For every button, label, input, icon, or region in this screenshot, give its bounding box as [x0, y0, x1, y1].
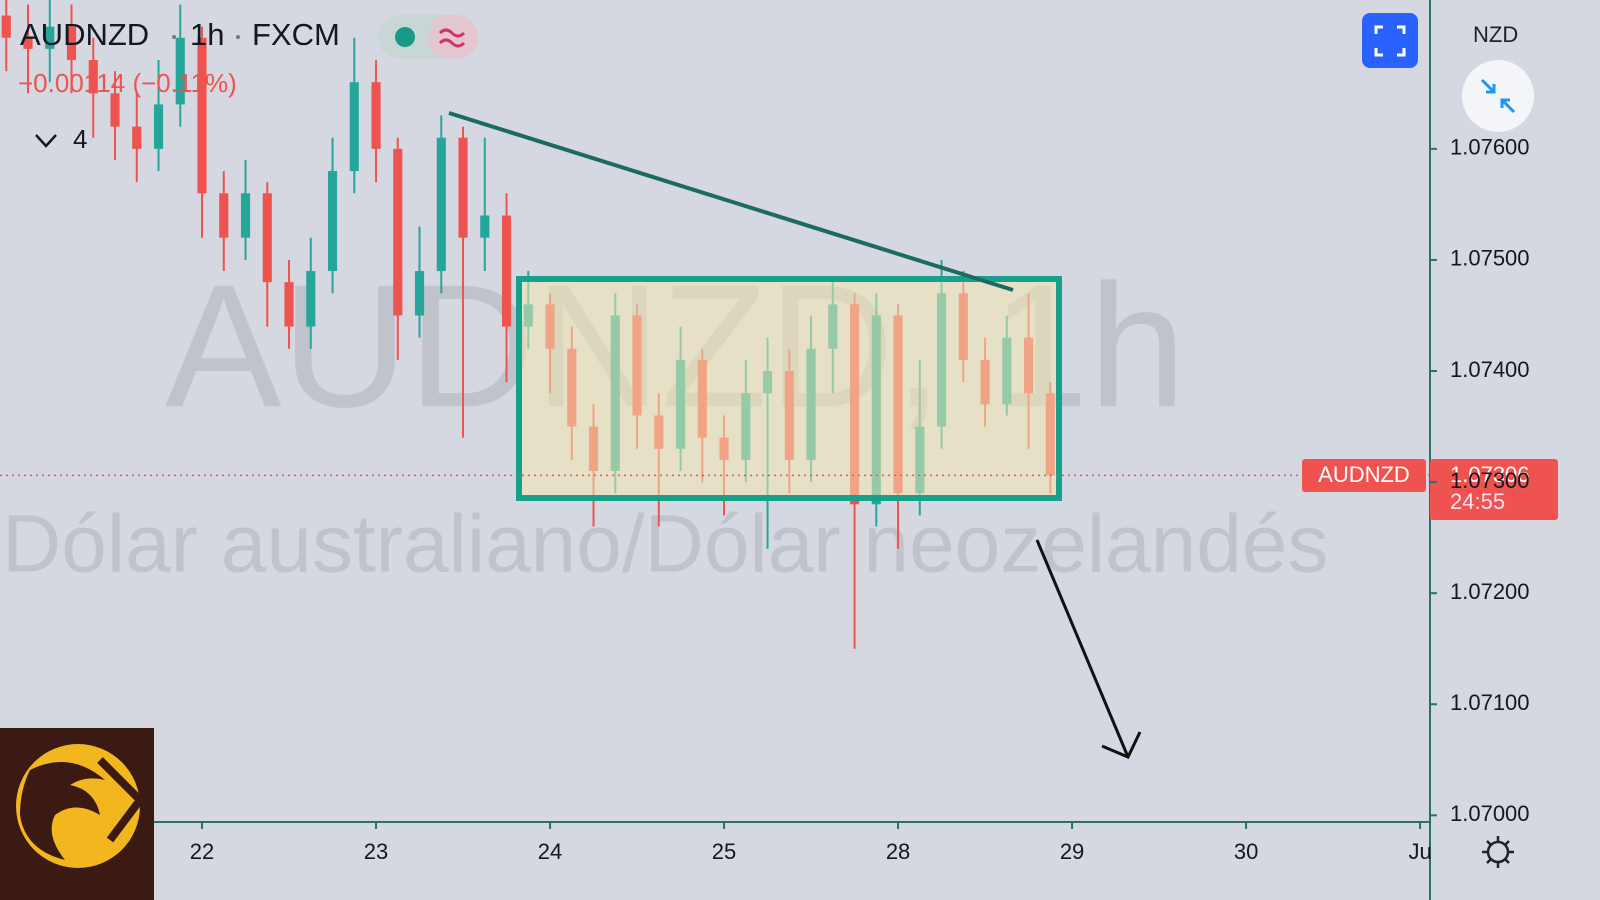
separator — [236, 35, 240, 39]
candle-body — [45, 26, 55, 49]
last-price-label: 1.07306 — [1450, 462, 1530, 487]
y-tick-label: 1.07000 — [1450, 801, 1530, 826]
candle-body — [153, 104, 164, 149]
market-open-dot — [395, 27, 415, 47]
exchange: FXCM — [252, 17, 340, 52]
y-tick-label: 1.07400 — [1450, 357, 1530, 382]
currency-label: NZD — [1473, 22, 1518, 47]
candle-body — [240, 193, 251, 238]
arrow — [1035, 539, 1130, 758]
symbol: AUDNZD — [20, 17, 149, 52]
candle-body — [436, 137, 446, 272]
candle-body — [23, 37, 33, 49]
candle-body — [284, 282, 294, 327]
logo-eagle — [20, 762, 105, 860]
candle-body — [197, 37, 207, 194]
gear-teeth — [1482, 836, 1514, 868]
fullscreen-icon — [1374, 25, 1406, 57]
y-tick-label: 1.07500 — [1450, 246, 1530, 271]
settings-button[interactable] — [1482, 836, 1514, 868]
delay-icon — [438, 28, 466, 48]
status-pill-right — [428, 15, 478, 59]
indicator-count[interactable]: 4 — [73, 124, 87, 154]
watermark-description: Dólar australiano/Dólar neozelandés — [2, 499, 1328, 590]
candle-body — [88, 59, 98, 94]
minimize-icon — [1480, 78, 1516, 114]
range-rectangle — [516, 276, 1062, 501]
x-tick-label: 22 — [190, 839, 214, 864]
candle-body — [175, 37, 185, 105]
arrow-head — [1101, 731, 1142, 759]
candle-body — [262, 193, 272, 283]
candle-body — [306, 271, 316, 327]
candle-body — [480, 215, 490, 238]
y-tick-label: 1.07300 — [1450, 468, 1530, 493]
countdown: 24:55 — [1450, 489, 1505, 514]
candle-body — [327, 171, 338, 272]
x-tick-label: 28 — [886, 839, 910, 864]
candle-body — [414, 271, 425, 316]
price-change: −0.00114 (−0.11%) — [18, 68, 237, 98]
price-tag — [1430, 459, 1558, 520]
candle-body — [1, 15, 11, 38]
y-tick-label: 1.07600 — [1450, 135, 1530, 160]
x-tick-label: 24 — [538, 839, 562, 864]
candle-body — [371, 82, 381, 149]
interval: 1h — [190, 17, 224, 52]
x-tick-label: 25 — [712, 839, 736, 864]
separator — [172, 35, 176, 39]
candle-body — [66, 26, 77, 60]
candle-body — [393, 148, 403, 316]
collapse-icon[interactable] — [35, 134, 57, 148]
candle-body — [132, 126, 142, 149]
candle-body — [110, 93, 120, 127]
y-tick-label: 1.07100 — [1450, 690, 1530, 715]
candle-body — [219, 193, 229, 238]
candle-body — [349, 82, 359, 172]
x-tick-label: 23 — [364, 839, 388, 864]
x-tick-label: 30 — [1234, 839, 1258, 864]
logo-detail — [97, 757, 146, 843]
minimize-button[interactable] — [1462, 60, 1534, 132]
candle-body — [501, 215, 512, 327]
symbol-tag-label: AUDNZD — [1318, 462, 1410, 487]
trend-line — [448, 111, 1014, 292]
fullscreen-button[interactable] — [1362, 13, 1418, 68]
candle-body — [458, 137, 468, 238]
symbol-tag — [1302, 459, 1426, 492]
x-tick-label: Ju — [1408, 839, 1431, 864]
gear-icon — [1486, 840, 1510, 864]
y-tick-label: 1.07200 — [1450, 579, 1530, 604]
x-tick-label: 29 — [1060, 839, 1084, 864]
